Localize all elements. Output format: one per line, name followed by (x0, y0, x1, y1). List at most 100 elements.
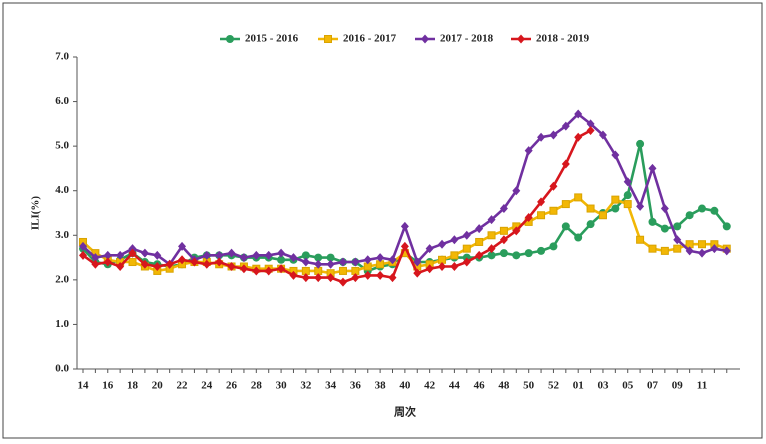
point (660, 204, 669, 214)
point (103, 257, 112, 267)
point (252, 266, 261, 276)
point (598, 130, 607, 140)
x-tick-label: 07 (647, 380, 659, 392)
point (475, 237, 484, 246)
point (685, 211, 694, 220)
legend-item: 2015 - 2016 (220, 33, 299, 45)
point (314, 273, 323, 283)
point (574, 193, 583, 202)
point (314, 253, 323, 262)
x-tick-label: 16 (102, 380, 114, 392)
point (438, 261, 447, 271)
point (202, 250, 211, 260)
legend-item: 2017 - 2018 (415, 33, 494, 45)
y-tick-label: 3.0 (55, 229, 69, 241)
x-tick-label: 42 (424, 380, 436, 392)
x-tick-label: 28 (251, 380, 263, 392)
point (698, 204, 706, 213)
point (487, 231, 496, 240)
point (215, 250, 224, 260)
point (363, 255, 372, 265)
legend-item: 2016 - 2017 (318, 33, 397, 45)
point (673, 222, 682, 231)
point (648, 244, 657, 253)
point (239, 253, 248, 263)
point (561, 200, 570, 209)
point (636, 139, 645, 148)
point (574, 233, 583, 242)
point (178, 255, 187, 265)
x-tick-label: 20 (152, 380, 164, 392)
point (710, 206, 719, 215)
point (388, 255, 397, 265)
x-tick-label: 01 (573, 380, 584, 392)
series (79, 139, 731, 275)
point (549, 130, 558, 140)
point (277, 264, 286, 274)
point (537, 132, 546, 142)
point (351, 273, 360, 283)
point (338, 277, 347, 287)
point (202, 259, 211, 269)
point (537, 246, 546, 255)
point (425, 264, 434, 274)
point (512, 226, 521, 236)
x-tick-label: 34 (325, 380, 337, 392)
x-tick-label: 52 (548, 380, 560, 392)
y-tick-label: 0.0 (55, 363, 69, 375)
point (363, 270, 372, 280)
point (487, 215, 496, 225)
point (462, 244, 471, 253)
point (103, 250, 112, 260)
point (586, 119, 595, 129)
point (190, 257, 199, 267)
frame (2, 2, 763, 439)
point (153, 250, 162, 260)
y-tick-label: 7.0 (55, 51, 69, 63)
point (549, 181, 558, 191)
point (140, 248, 149, 258)
point (660, 224, 669, 233)
x-tick-label: 05 (622, 380, 634, 392)
point (537, 211, 546, 220)
point (400, 221, 409, 231)
legend-marker (421, 34, 429, 44)
point (301, 273, 310, 283)
point (537, 197, 546, 207)
x-tick-label: 46 (474, 380, 486, 392)
point (227, 261, 236, 271)
point (425, 244, 434, 254)
x-tick-label: 18 (127, 380, 139, 392)
x-tick-label: 24 (201, 380, 213, 392)
point (153, 261, 162, 271)
x-axis-label: 周次 (394, 405, 416, 419)
point (79, 241, 87, 251)
point (648, 217, 657, 226)
point (450, 235, 459, 245)
point (475, 224, 484, 234)
point (277, 255, 286, 264)
x-tick-label: 03 (597, 380, 609, 392)
point (611, 195, 620, 204)
point (264, 250, 273, 260)
point (487, 244, 496, 254)
x-tick-label: 14 (78, 380, 90, 392)
point (462, 257, 471, 267)
point (561, 159, 570, 169)
point (165, 259, 174, 269)
legend-label: 2016 - 2017 (343, 33, 397, 45)
legend-marker (517, 34, 525, 44)
point (438, 239, 447, 249)
point (376, 253, 385, 263)
point (487, 251, 496, 260)
point (326, 253, 335, 262)
x-tick-label: 11 (697, 380, 707, 392)
point (685, 246, 694, 256)
point (400, 241, 409, 251)
point (450, 261, 459, 271)
point (351, 257, 360, 267)
point (326, 273, 335, 283)
point (215, 257, 224, 267)
point (710, 244, 719, 254)
point (512, 186, 521, 196)
